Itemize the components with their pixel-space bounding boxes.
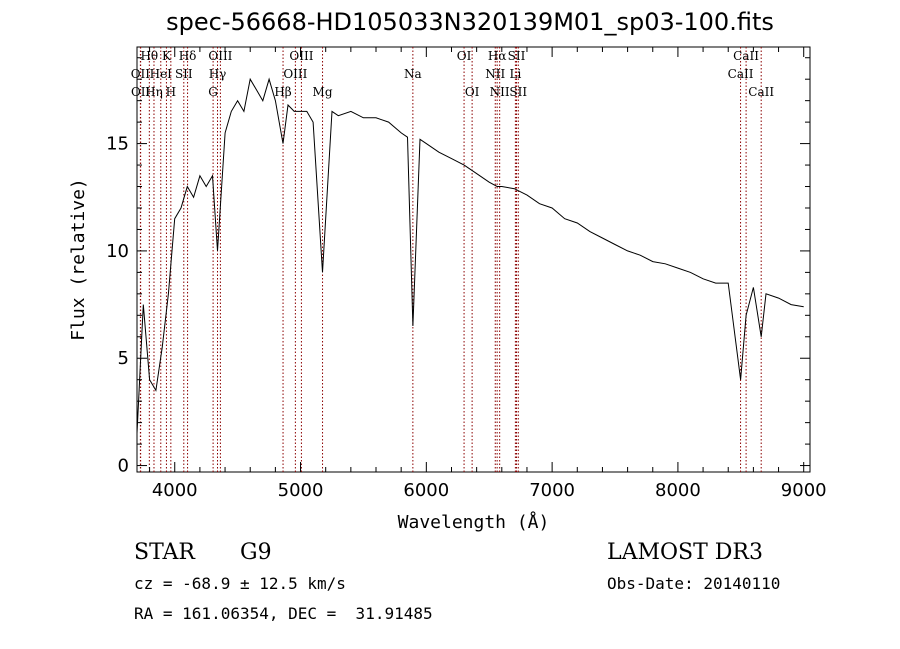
line-marker-label: CaII xyxy=(733,49,759,63)
coordinates: RA = 161.06354, DEC = 31.91485 xyxy=(134,604,433,623)
y-tick-label: 10 xyxy=(106,241,129,262)
line-marker-label: OI xyxy=(465,85,480,99)
line-marker-label: SII xyxy=(509,85,527,99)
line-marker-label: NII xyxy=(490,85,510,99)
y-axis-label: Flux (relative) xyxy=(68,178,89,341)
object-subclass: G9 xyxy=(240,540,272,565)
survey-name: LAMOST DR3 xyxy=(607,540,763,565)
chart-title: spec-56668-HD105033N320139M01_sp03-100.f… xyxy=(166,8,774,36)
y-tick-label: 15 xyxy=(106,134,129,155)
x-tick-label: 6000 xyxy=(403,480,449,501)
line-marker-label: K xyxy=(162,49,172,63)
y-tick-label: 5 xyxy=(118,348,129,369)
line-marker-label: Hη xyxy=(145,85,163,99)
line-marker-label: SII xyxy=(508,49,526,63)
x-axis-label: Wavelength (Å) xyxy=(398,511,550,533)
line-marker-label: CaII xyxy=(728,67,754,81)
line-marker-label: Hδ xyxy=(179,49,197,63)
spectrum-line xyxy=(136,77,804,434)
line-marker-label: Hγ xyxy=(209,67,227,81)
line-marker-label: OII xyxy=(131,85,151,99)
redshift-cz: cz = -68.9 ± 12.5 km/s xyxy=(134,574,346,593)
line-marker-label: Hα xyxy=(488,49,507,63)
line-marker-label: OI xyxy=(457,49,472,63)
line-marker-label: HeI xyxy=(150,67,173,81)
y-tick-label: 0 xyxy=(118,456,129,477)
x-tick-label: 5000 xyxy=(278,480,324,501)
line-marker-label: OIII xyxy=(289,49,313,63)
line-marker-label: Hβ xyxy=(274,85,291,99)
x-tick-label: 7000 xyxy=(529,480,575,501)
line-marker-label: NII xyxy=(485,67,505,81)
line-marker-label: Li xyxy=(509,67,521,81)
axis-ticks: 4000 5000 6000 7000 8000 9000 0 5 10 15 xyxy=(106,47,827,501)
line-marker-label: Na xyxy=(404,67,422,81)
line-marker-label: Mg xyxy=(313,85,333,99)
obs-date: Obs-Date: 20140110 xyxy=(607,574,781,593)
line-marker-label: Hθ xyxy=(140,49,158,63)
line-marker-label: H xyxy=(166,85,176,99)
line-markers xyxy=(139,47,762,472)
plot-frame xyxy=(136,46,811,473)
line-marker-label: OIII xyxy=(283,67,307,81)
line-marker-label: OIII xyxy=(208,49,232,63)
x-tick-label: 4000 xyxy=(152,480,198,501)
line-marker-label: G xyxy=(208,85,218,99)
line-marker-label: OII xyxy=(131,67,151,81)
line-marker-label: CaII xyxy=(748,85,774,99)
object-class: STAR xyxy=(134,540,195,565)
line-marker-label: SII xyxy=(175,67,193,81)
x-tick-label: 8000 xyxy=(655,480,701,501)
x-tick-label: 9000 xyxy=(781,480,827,501)
